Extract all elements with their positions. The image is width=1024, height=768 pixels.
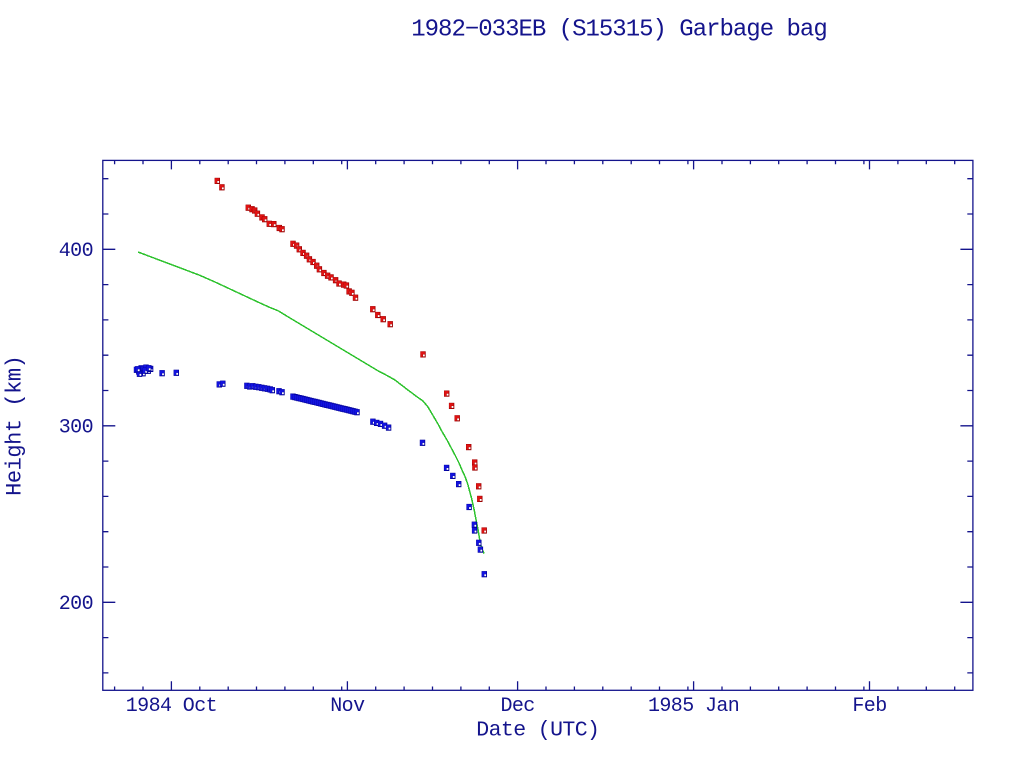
svg-text:Dec: Dec [500, 695, 534, 718]
svg-text:Height (km): Height (km) [3, 356, 28, 496]
svg-text:1985 Jan: 1985 Jan [648, 695, 739, 718]
svg-text:300: 300 [59, 417, 93, 440]
svg-text:400: 400 [59, 240, 93, 263]
svg-text:Nov: Nov [330, 695, 365, 718]
svg-text:200: 200 [59, 593, 93, 616]
svg-text:Date (UTC): Date (UTC) [476, 719, 599, 743]
svg-text:1982−033EB (S15315) Garbage ba: 1982−033EB (S15315) Garbage bag [411, 17, 826, 44]
svg-text:1984 Oct: 1984 Oct [126, 695, 217, 718]
svg-text:Feb: Feb [852, 695, 886, 718]
